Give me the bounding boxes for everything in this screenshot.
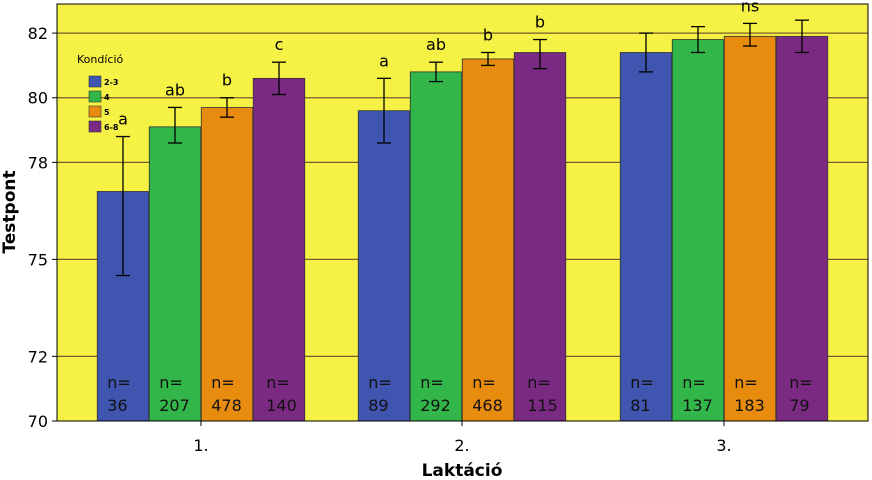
legend-label: 5: [104, 108, 110, 117]
y-tick-label: 70: [28, 412, 48, 431]
bar: [461, 58, 515, 422]
n-prefix-label: n=: [211, 373, 235, 392]
n-prefix-label: n=: [527, 373, 551, 392]
legend-swatch: [88, 105, 102, 118]
x-axis-title: Laktáció: [422, 461, 503, 480]
y-tick-label: 78: [28, 153, 48, 172]
legend-label: 4: [104, 93, 110, 102]
n-prefix-label: n=: [472, 373, 496, 392]
n-count-label: 79: [789, 396, 809, 415]
legend-swatch: [88, 90, 102, 103]
y-tick-label: 75: [28, 250, 48, 269]
y-axis-title: Testpont: [0, 170, 20, 253]
x-tick-label: 1.: [193, 436, 208, 455]
n-prefix-label: n=: [420, 373, 444, 392]
n-prefix-label: n=: [682, 373, 706, 392]
x-tick-label: 2.: [454, 436, 469, 455]
significance-label: b: [483, 25, 493, 44]
significance-label: ns: [741, 0, 759, 15]
legend-swatch: [88, 75, 102, 88]
bar: [148, 126, 202, 422]
n-count-label: 478: [211, 396, 242, 415]
n-count-label: 207: [159, 396, 190, 415]
bar: [252, 77, 306, 422]
significance-label: ab: [165, 80, 185, 99]
bar: [619, 52, 673, 422]
n-count-label: 140: [266, 396, 297, 415]
y-tick-label: 72: [28, 347, 48, 366]
significance-label: b: [535, 13, 545, 32]
bar: [200, 107, 254, 422]
n-count-label: 81: [630, 396, 650, 415]
legend-label: 2-3: [104, 78, 118, 87]
x-tick-label: 3.: [716, 436, 731, 455]
significance-label: c: [275, 35, 284, 54]
n-prefix-label: n=: [789, 373, 813, 392]
bar: [723, 35, 777, 422]
n-count-label: 89: [368, 396, 388, 415]
y-tick-label: 80: [28, 89, 48, 108]
n-prefix-label: n=: [159, 373, 183, 392]
bar: [409, 71, 463, 422]
n-count-label: 137: [682, 396, 713, 415]
n-prefix-label: n=: [734, 373, 758, 392]
n-count-label: 292: [420, 396, 451, 415]
n-count-label: 468: [472, 396, 503, 415]
legend-swatch: [88, 120, 102, 133]
bar: [357, 110, 411, 422]
y-tick-label: 82: [28, 24, 48, 43]
significance-label: b: [222, 71, 232, 90]
n-prefix-label: n=: [107, 373, 131, 392]
bar: [513, 52, 567, 422]
bar: [775, 35, 829, 422]
significance-label: ab: [426, 35, 446, 54]
n-prefix-label: n=: [266, 373, 290, 392]
bar: [671, 39, 725, 422]
n-count-label: 183: [734, 396, 765, 415]
n-prefix-label: n=: [630, 373, 654, 392]
n-count-label: 36: [107, 396, 127, 415]
n-prefix-label: n=: [368, 373, 392, 392]
legend-title: Kondíció: [77, 53, 124, 66]
legend-label: 6-8: [104, 123, 119, 132]
significance-label: a: [379, 51, 389, 70]
n-count-label: 115: [527, 396, 558, 415]
significance-label: a: [118, 110, 128, 129]
